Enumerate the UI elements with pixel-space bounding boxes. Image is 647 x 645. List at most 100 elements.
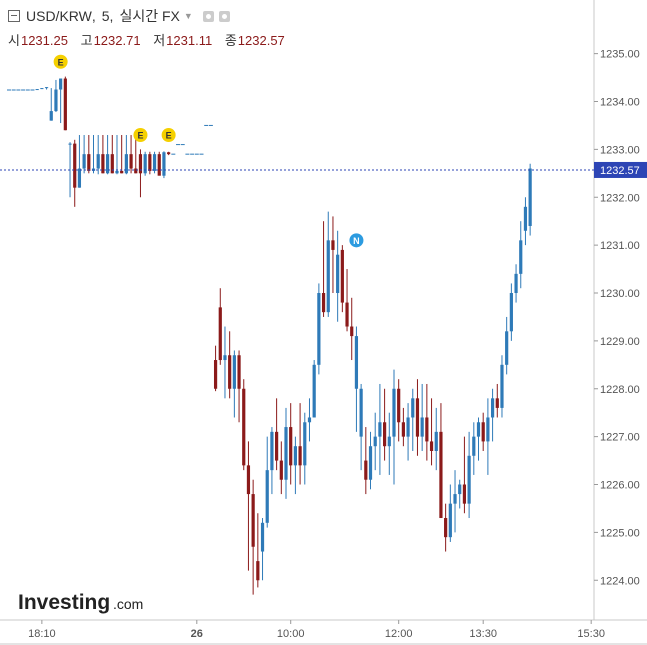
candle-body — [167, 152, 171, 155]
candle — [368, 431, 373, 490]
candle-body — [289, 427, 293, 466]
candle — [260, 518, 265, 581]
candle-body — [134, 168, 138, 174]
candle — [321, 221, 326, 317]
event-marker-circle — [133, 128, 148, 143]
price-tag-layer: 1232.57 — [594, 161, 647, 178]
candle-body — [481, 422, 485, 442]
separator-comma: , — [91, 8, 96, 24]
x-tick-label: 13:30 — [469, 628, 497, 640]
event-marker-label: E — [166, 131, 172, 141]
candle — [439, 403, 443, 519]
logo-brand: Investing — [18, 591, 110, 614]
candle-body — [49, 111, 53, 121]
candle-body — [326, 240, 330, 313]
candle-body — [331, 240, 335, 250]
candle — [345, 269, 349, 332]
candle-body — [397, 388, 401, 423]
candle — [82, 135, 86, 174]
candle — [364, 427, 368, 495]
candle-body — [232, 355, 236, 389]
candle-body — [490, 398, 495, 418]
investing-logo: Investing .com — [18, 591, 143, 614]
candle — [453, 470, 457, 533]
event-marker-label: E — [137, 131, 143, 141]
event-marker[interactable]: E — [133, 128, 148, 143]
event-marker[interactable]: N — [349, 233, 364, 248]
candle — [101, 135, 105, 174]
y-tick-label: 1227.00 — [600, 432, 640, 444]
candle-body — [82, 154, 86, 169]
candle-body — [148, 154, 152, 171]
y-tick-label: 1228.00 — [600, 384, 640, 396]
high-label: 고 — [80, 33, 93, 48]
candle — [387, 412, 391, 475]
candle-body — [260, 522, 265, 552]
candle-body — [40, 88, 44, 90]
candle-body — [44, 87, 49, 89]
candle — [462, 436, 467, 514]
candle — [157, 151, 161, 176]
chevron-down-icon[interactable]: ▼ — [183, 11, 193, 21]
x-tick-label: 15:30 — [577, 628, 605, 640]
candle — [110, 135, 114, 174]
candle — [270, 427, 274, 495]
high-value: 1232.71 — [93, 33, 141, 48]
collapse-icon[interactable] — [8, 10, 20, 22]
candle-body — [378, 422, 382, 437]
candle — [467, 431, 471, 519]
candle — [162, 151, 166, 179]
candle — [73, 139, 77, 207]
candle-body — [129, 154, 133, 169]
candle — [350, 297, 354, 361]
candle-body — [392, 388, 396, 437]
candle — [509, 283, 513, 341]
candle-body — [364, 460, 368, 480]
event-marker-circle — [349, 233, 364, 248]
x-tick-label: 12:00 — [385, 628, 413, 640]
candle-body — [298, 446, 302, 466]
candle — [223, 326, 227, 399]
candle-body — [350, 326, 354, 337]
candle — [425, 383, 429, 461]
gear-icon[interactable] — [218, 10, 230, 22]
event-marker[interactable]: E — [161, 128, 176, 143]
candle-body — [495, 398, 499, 408]
event-marker-label: E — [58, 57, 64, 67]
y-tick-label: 1229.00 — [600, 336, 640, 348]
open-value: 1231.25 — [20, 33, 68, 48]
feed-label: 실시간 FX — [119, 8, 180, 24]
candle-body — [317, 293, 321, 365]
y-tick-label: 1232.00 — [600, 192, 640, 204]
low-value: 1231.11 — [166, 33, 213, 48]
candle-body — [242, 388, 246, 466]
candle — [486, 398, 490, 475]
candle — [105, 135, 110, 175]
candle-body — [303, 422, 307, 466]
candle-body — [246, 465, 251, 495]
candle-body — [462, 484, 467, 504]
candle-body — [476, 422, 481, 437]
candle — [167, 151, 171, 156]
candle — [481, 412, 485, 451]
current-price-tag-bg — [594, 161, 647, 178]
candle-body — [293, 446, 297, 466]
candle — [303, 412, 307, 485]
x-tick-label: 26 — [191, 628, 203, 640]
candle — [152, 151, 157, 174]
candle — [312, 360, 316, 418]
title-row: USD/KRW , 5 , 실시간 FX ▼ — [8, 6, 294, 26]
candle-body — [68, 143, 72, 145]
candle — [120, 135, 124, 174]
candle-body — [312, 364, 316, 418]
candle-body — [453, 494, 457, 504]
candle — [115, 135, 119, 175]
candle — [138, 149, 143, 198]
candle — [373, 412, 377, 471]
candle — [124, 135, 128, 175]
candle — [293, 436, 297, 495]
candle-body — [54, 89, 58, 112]
eye-icon[interactable] — [202, 10, 214, 22]
event-marker[interactable]: E — [53, 54, 68, 69]
